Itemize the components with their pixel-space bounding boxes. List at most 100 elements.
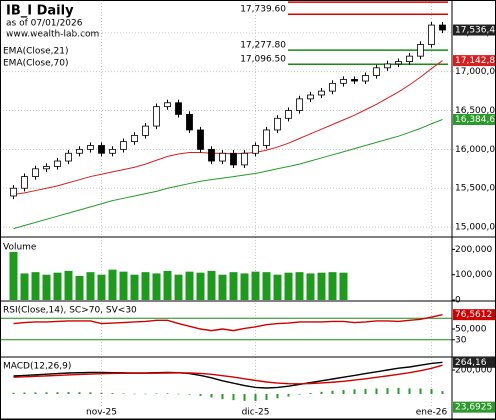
price-level-label: 17,895.98	[240, 0, 286, 3]
volume-bar	[97, 274, 106, 300]
y-tick-label: 200,000	[455, 366, 492, 376]
y-tick-label: 15,500,000	[455, 184, 496, 194]
histogram-bar	[441, 391, 444, 394]
histogram-bar	[298, 394, 301, 395]
volume-bar	[218, 274, 227, 300]
candle-body	[307, 94, 314, 100]
histogram-bar	[34, 392, 37, 394]
y-tick-label: 100,000	[455, 270, 492, 280]
volume-bar	[152, 273, 161, 300]
volume-bar	[86, 272, 95, 300]
candle-body	[417, 44, 424, 57]
histogram-bar	[254, 394, 257, 401]
candle-body	[142, 125, 149, 136]
candle-body	[230, 152, 237, 166]
volume-bar	[317, 272, 326, 300]
last-value-box	[453, 356, 496, 368]
chart-title: IB_I Daily	[6, 4, 74, 19]
pane-title: Volume	[3, 243, 37, 253]
volume-bar	[64, 270, 73, 300]
candle-body	[219, 152, 226, 162]
histogram-bar	[45, 392, 48, 394]
histogram-bar	[265, 394, 268, 400]
last-value-box	[453, 55, 496, 67]
histogram-bar	[243, 394, 246, 401]
pane-title-bg	[1, 360, 80, 372]
histogram-bar	[397, 387, 400, 394]
legend-entry: EMA(Close,21)	[3, 47, 68, 57]
histogram-bar	[100, 392, 103, 394]
volume-bar	[273, 274, 282, 300]
candle-body	[76, 148, 83, 154]
candle-body	[373, 67, 380, 76]
candle-body	[32, 168, 39, 177]
x-tick-label: ene-26	[416, 408, 448, 418]
volume-bar	[108, 269, 117, 300]
candle-body	[406, 55, 413, 62]
candle-body	[351, 79, 358, 82]
volume-bar	[42, 274, 51, 300]
line	[13, 361, 443, 389]
last-value-label: 264,16	[455, 358, 487, 368]
candle-body	[109, 148, 116, 154]
histogram-bar	[155, 393, 158, 395]
y-tick-label: 50,000	[455, 325, 487, 335]
candle-body	[43, 166, 50, 170]
histogram-bar	[188, 394, 191, 395]
volume-bar	[262, 272, 271, 300]
pane-title: MACD(12,26,9)	[3, 362, 71, 372]
volume-bar	[130, 274, 139, 300]
volume-bar	[53, 272, 62, 300]
price-level-label: 17,096.50	[240, 55, 286, 65]
last-value-label: 16,384,68	[455, 115, 496, 125]
x-tick-label: nov-25	[86, 408, 117, 418]
candle-body	[54, 160, 61, 167]
histogram-bar	[353, 389, 356, 394]
candle-body	[197, 129, 204, 150]
histogram-bar	[430, 389, 433, 394]
volume-bar	[284, 272, 293, 300]
candle-body	[98, 145, 105, 154]
candle-body	[65, 152, 72, 162]
volume-bar	[339, 272, 348, 300]
candle-body	[340, 79, 347, 84]
histogram-bar	[111, 393, 114, 394]
volume-bar	[229, 272, 238, 300]
histogram-bar	[232, 394, 235, 401]
line	[13, 313, 443, 332]
candle-body	[252, 145, 259, 154]
candle-body	[274, 117, 281, 131]
histogram-bar	[67, 392, 70, 394]
histogram-bar	[177, 393, 180, 395]
histogram-bar	[23, 392, 26, 394]
volume-bar	[9, 251, 18, 300]
last-value-box	[453, 309, 496, 321]
histogram-bar	[287, 394, 290, 397]
candle-body	[153, 106, 160, 127]
histogram-bar	[78, 392, 81, 394]
y-tick-label: 30	[455, 335, 467, 345]
histogram-bar	[210, 394, 213, 398]
price-level-label: 17,277.80	[240, 41, 286, 51]
candle-body	[395, 61, 402, 65]
volume-bar	[207, 270, 216, 300]
histogram-bar	[199, 394, 202, 396]
y-tick-label: 16,000,000	[455, 145, 496, 155]
candle-body	[164, 102, 171, 108]
histogram-bar	[56, 392, 59, 394]
candle-body	[329, 82, 336, 92]
pane-title-bg	[1, 304, 155, 316]
candle-body	[10, 187, 17, 197]
histogram-bar	[408, 388, 411, 394]
last-value-label: 23,6925	[455, 403, 492, 413]
candle-body	[186, 114, 193, 131]
volume-bar	[185, 271, 194, 300]
line	[13, 119, 443, 230]
histogram-bar	[419, 388, 422, 394]
last-value-label: 76,5612	[455, 310, 492, 320]
candle-body	[439, 24, 446, 31]
y-tick-label: 17,000,000	[455, 67, 496, 77]
histogram-bar	[12, 392, 15, 394]
last-value-label: 17,536,40	[455, 26, 496, 36]
